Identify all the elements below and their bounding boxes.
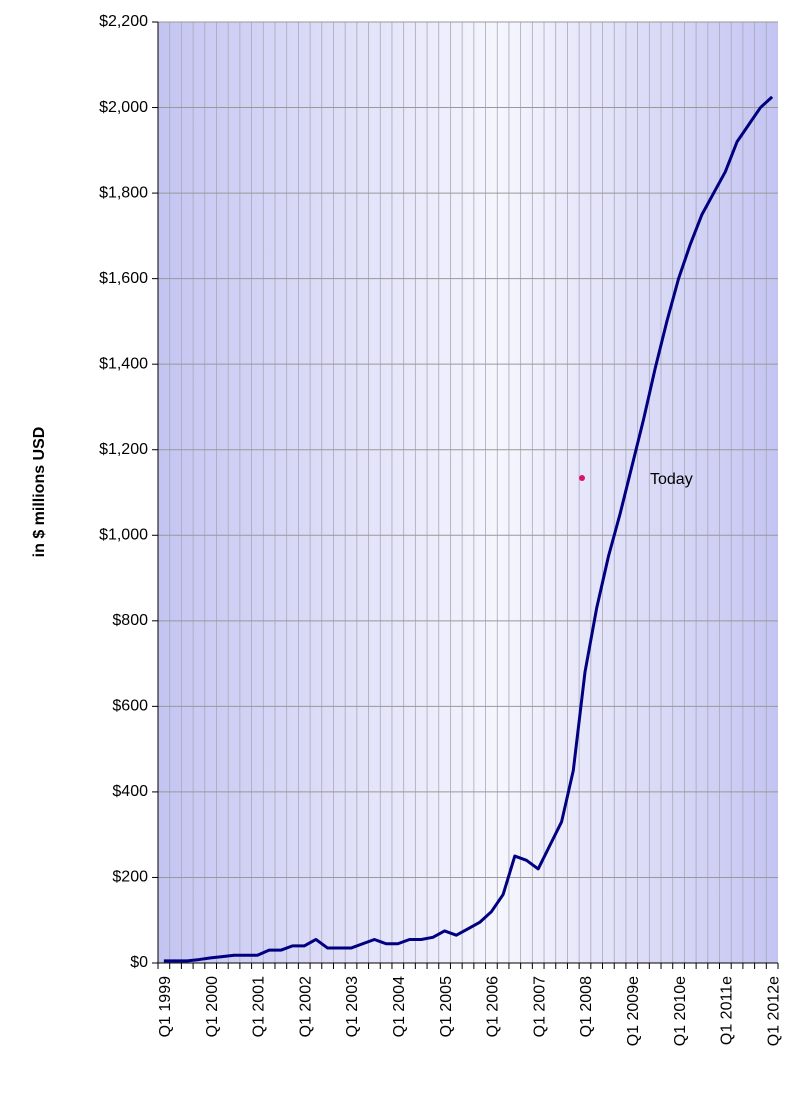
x-tick-label: Q1 2004 <box>391 976 408 1037</box>
x-tick-label: Q1 2001 <box>251 976 268 1037</box>
series-line <box>163 95 774 963</box>
y-axis-label: in $ millions USD <box>31 427 48 558</box>
y-tick-label: $1,000 <box>99 526 148 543</box>
y-tick-label: $2,000 <box>99 99 148 116</box>
x-tick-label: Q1 1999 <box>157 976 174 1037</box>
today-label: Today <box>650 471 693 488</box>
y-tick-label: $200 <box>112 869 148 886</box>
y-tick-label: $1,400 <box>99 355 148 372</box>
y-tick-label: $1,800 <box>99 184 148 201</box>
x-tick-label: Q1 2012e <box>765 976 782 1046</box>
y-tick-label: $400 <box>112 783 148 800</box>
x-tick-label: Q1 2000 <box>204 976 221 1037</box>
y-tick-label: $2,200 <box>99 13 148 30</box>
y-tick-label: $1,200 <box>99 441 148 458</box>
plot-area <box>158 22 778 963</box>
x-tick-label: Q1 2005 <box>438 976 455 1037</box>
y-tick-label: $600 <box>112 698 148 715</box>
x-tick-label: Q1 2006 <box>485 976 502 1037</box>
today-dot <box>579 475 585 481</box>
y-tick-label: $1,600 <box>99 270 148 287</box>
y-tick-label: $0 <box>130 954 148 971</box>
x-tick-label: Q1 2010e <box>672 976 689 1046</box>
x-tick-label: Q1 2009e <box>625 976 642 1046</box>
x-tick-label: Q1 2002 <box>297 976 314 1037</box>
x-tick-label: Q1 2003 <box>344 976 361 1037</box>
x-tick-label: Q1 2011e <box>719 976 736 1045</box>
x-tick-label: Q1 2007 <box>531 976 548 1037</box>
y-tick-label: $800 <box>112 612 148 629</box>
x-tick-label: Q1 2008 <box>578 976 595 1037</box>
